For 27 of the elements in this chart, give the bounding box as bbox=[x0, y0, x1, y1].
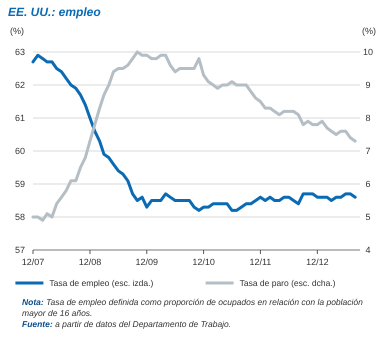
chart-title: EE. UU.: empleo bbox=[8, 5, 101, 19]
legend-label: Tasa de paro (esc. dcha.) bbox=[240, 278, 336, 288]
y2-tick-label: 6 bbox=[365, 179, 371, 189]
y-tick-label: 62 bbox=[14, 80, 26, 90]
x-tick-label: 12/12 bbox=[306, 257, 329, 267]
y-tick-label: 59 bbox=[14, 179, 26, 189]
x-tick-label: 12/07 bbox=[22, 257, 44, 267]
y2-tick-label: 4 bbox=[365, 245, 371, 255]
x-tick-label: 12/11 bbox=[249, 257, 272, 267]
y-axis-title: (%) bbox=[10, 26, 24, 36]
x-tick-label: 12/08 bbox=[78, 257, 102, 267]
text: Nota: Tasa de empleo definida como proporción de ocupados en relación con la población mayor de 16 años. bbox=[22, 297, 364, 319]
y-tick-label: 58 bbox=[14, 212, 26, 222]
y-tick-label: 63 bbox=[14, 47, 26, 57]
y2-tick-label: 5 bbox=[365, 212, 371, 222]
y2-tick-label: 7 bbox=[365, 146, 371, 156]
x-tick-label: 12/09 bbox=[136, 257, 158, 267]
legend-label: Tasa de empleo (esc. izda.) bbox=[49, 278, 154, 288]
y-tick-label: 57 bbox=[14, 245, 26, 255]
y2-tick-label: 9 bbox=[365, 80, 371, 90]
y2-tick-label: 8 bbox=[365, 113, 371, 123]
y2-axis-title: (%) bbox=[362, 26, 376, 36]
y-tick-label: 60 bbox=[14, 146, 26, 156]
y-tick-label: 61 bbox=[14, 113, 26, 123]
source-note: Fuente: a partir de datos del Departamento de Trabajo. bbox=[22, 319, 232, 330]
y2-tick-label: 10 bbox=[362, 47, 374, 57]
x-tick-label: 12/10 bbox=[192, 257, 215, 267]
